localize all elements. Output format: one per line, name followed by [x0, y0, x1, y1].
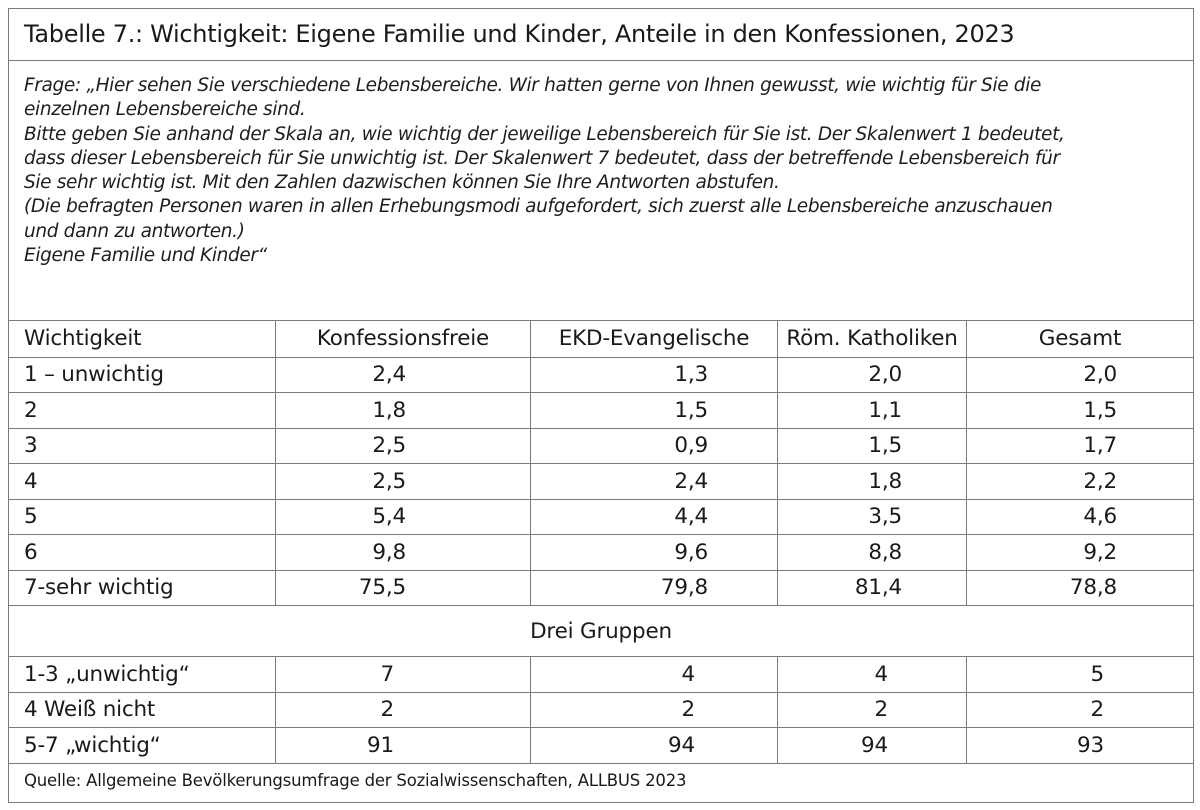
table-cell: 2	[275, 692, 531, 728]
table-cell: 81,4	[777, 570, 967, 606]
table-cell: 4	[530, 656, 778, 693]
table-cell: 79,8	[530, 570, 778, 606]
table-cell: 1,8	[275, 392, 531, 429]
table-row: 6 9,8 9,6 8,8 9,2	[9, 534, 1193, 571]
table-cell: 2,0	[777, 357, 967, 393]
column-header-katholiken: Röm. Katholiken	[777, 321, 967, 358]
data-table: Wichtigkeit Konfessionsfreie EKD-Evangel…	[9, 321, 1193, 764]
table-cell: 91	[275, 727, 531, 764]
table-row: 5 5,4 4,4 3,5 4,6	[9, 499, 1193, 535]
table-cell: 2,0	[966, 357, 1193, 393]
question-line: einzelnen Lebensbereiche sind.	[24, 99, 306, 121]
table-cell: 78,8	[966, 570, 1193, 606]
row-label: 4 Weiß nicht	[9, 692, 276, 728]
column-header-wichtigkeit: Wichtigkeit	[9, 321, 276, 358]
table-cell: 9,8	[275, 534, 531, 571]
table-cell: 2,5	[275, 463, 531, 500]
table-cell: 9,2	[966, 534, 1193, 571]
table-cell: 1,5	[530, 392, 778, 429]
table-cell: 2,4	[275, 357, 531, 393]
table-cell: 7	[275, 656, 531, 693]
question-line: Eigene Familie und Kinder“	[24, 245, 267, 267]
group-heading-row: Drei Gruppen	[9, 605, 1193, 657]
question-line: dass dieser Lebensbereich für Sie unwich…	[24, 147, 1060, 169]
table-cell: 3,5	[777, 499, 967, 535]
row-label: 4	[9, 463, 276, 500]
table-row: 1-3 „unwichtig“ 7 4 4 5	[9, 656, 1193, 693]
table-frame: Tabelle 7.: Wichtigkeit: Eigene Familie …	[8, 8, 1194, 803]
row-label: 1-3 „unwichtig“	[9, 656, 276, 693]
table-cell: 1,5	[966, 392, 1193, 429]
row-label: 6	[9, 534, 276, 571]
row-label: 7-sehr wichtig	[9, 570, 276, 606]
table-cell: 75,5	[275, 570, 531, 606]
table-cell: 2,4	[530, 463, 778, 500]
table-cell: 5,4	[275, 499, 531, 535]
table-cell: 1,7	[966, 428, 1193, 464]
question-line: Sie sehr wichtig ist. Mit den Zahlen daz…	[24, 172, 780, 194]
row-label: 5-7 „wichtig“	[9, 727, 276, 764]
table-cell: 8,8	[777, 534, 967, 571]
table-cell: 2	[530, 692, 778, 728]
row-label: 1 – unwichtig	[9, 357, 276, 393]
table-cell: 93	[966, 727, 1193, 764]
question-text: Frage: „Hier sehen Sie verschiedene Lebe…	[9, 61, 1193, 321]
table-row: 5-7 „wichtig“ 91 94 94 93	[9, 727, 1193, 764]
table-cell: 94	[530, 727, 778, 764]
table-cell: 1,3	[530, 357, 778, 393]
source-note: Quelle: Allgemeine Bevölkerungsumfrage d…	[24, 770, 687, 790]
table-cell: 4,4	[530, 499, 778, 535]
table-cell: 5	[966, 656, 1193, 693]
table-cell: 1,5	[777, 428, 967, 464]
question-line: Frage: „Hier sehen Sie verschiedene Lebe…	[24, 75, 1042, 96]
table-row: 3 2,5 0,9 1,5 1,7	[9, 428, 1193, 464]
table-cell: 4	[777, 656, 967, 693]
table-row: 4 Weiß nicht 2 2 2 2	[9, 692, 1193, 728]
header-row: Wichtigkeit Konfessionsfreie EKD-Evangel…	[9, 321, 1193, 358]
table-cell: 2,2	[966, 463, 1193, 500]
row-label: 2	[9, 392, 276, 429]
table-cell: 2,5	[275, 428, 531, 464]
question-line: Bitte geben Sie anhand der Skala an, wie…	[24, 123, 1065, 145]
table-cell: 1,1	[777, 392, 967, 429]
column-header-konfessionsfreie: Konfessionsfreie	[275, 321, 531, 358]
table-row: 1 – unwichtig 2,4 1,3 2,0 2,0	[9, 357, 1193, 393]
group-heading: Drei Gruppen	[9, 605, 1193, 657]
table-row: 7-sehr wichtig 75,5 79,8 81,4 78,8	[9, 570, 1193, 606]
table-cell: 4,6	[966, 499, 1193, 535]
table-cell: 9,6	[530, 534, 778, 571]
table-row: 4 2,5 2,4 1,8 2,2	[9, 463, 1193, 500]
table-title: Tabelle 7.: Wichtigkeit: Eigene Familie …	[9, 9, 1193, 61]
table-cell: 2	[966, 692, 1193, 728]
question-line: und dann zu antworten.)	[24, 220, 245, 242]
column-header-gesamt: Gesamt	[966, 321, 1193, 358]
table-row: 2 1,8 1,5 1,1 1,5	[9, 392, 1193, 429]
row-label: 5	[9, 499, 276, 535]
table-cell: 1,8	[777, 463, 967, 500]
table-cell: 2	[777, 692, 967, 728]
row-label: 3	[9, 428, 276, 464]
table-cell: 0,9	[530, 428, 778, 464]
column-header-ekd-evangelische: EKD-Evangelische	[530, 321, 778, 358]
question-line: (Die befragten Personen waren in allen E…	[24, 196, 1053, 218]
table-cell: 94	[777, 727, 967, 764]
